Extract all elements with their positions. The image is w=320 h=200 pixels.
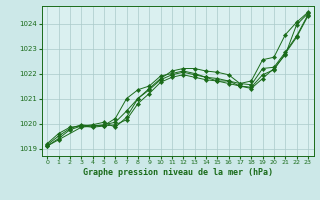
X-axis label: Graphe pression niveau de la mer (hPa): Graphe pression niveau de la mer (hPa) <box>83 168 273 177</box>
